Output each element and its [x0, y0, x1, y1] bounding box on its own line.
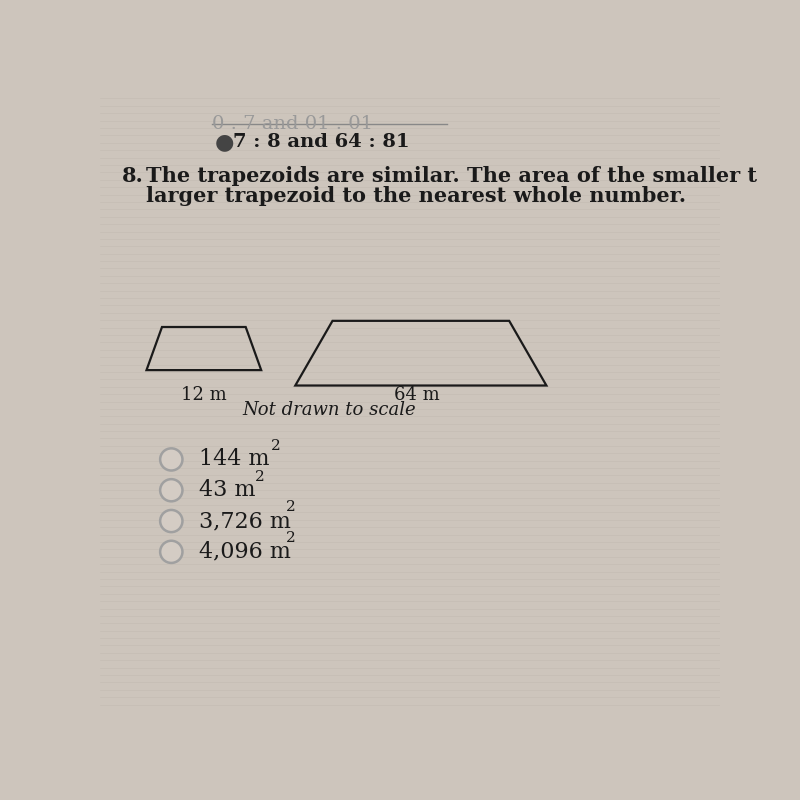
Text: larger trapezoid to the nearest whole number.: larger trapezoid to the nearest whole nu… — [146, 186, 686, 206]
Text: 8.: 8. — [122, 166, 143, 186]
Text: 3,726 m: 3,726 m — [199, 510, 291, 532]
Text: 64 m: 64 m — [394, 386, 440, 404]
Text: Not drawn to scale: Not drawn to scale — [242, 401, 416, 419]
Text: 12 m: 12 m — [181, 386, 226, 404]
Text: 2: 2 — [286, 531, 296, 546]
Text: 0 . 7 and 01 . 01: 0 . 7 and 01 . 01 — [211, 114, 373, 133]
Text: 7 : 8 and 64 : 81: 7 : 8 and 64 : 81 — [234, 133, 410, 151]
Text: 2: 2 — [286, 501, 296, 514]
Text: 2: 2 — [270, 439, 280, 453]
Text: ●: ● — [214, 132, 234, 152]
Text: 4,096 m: 4,096 m — [199, 541, 291, 563]
Text: 144 m: 144 m — [199, 449, 270, 470]
Circle shape — [160, 479, 182, 502]
Text: The trapezoids are similar. The area of the smaller t: The trapezoids are similar. The area of … — [146, 166, 758, 186]
Circle shape — [160, 448, 182, 470]
Circle shape — [160, 541, 182, 563]
Text: 43 m: 43 m — [199, 479, 256, 502]
Circle shape — [160, 510, 182, 532]
Text: 2: 2 — [255, 470, 265, 484]
